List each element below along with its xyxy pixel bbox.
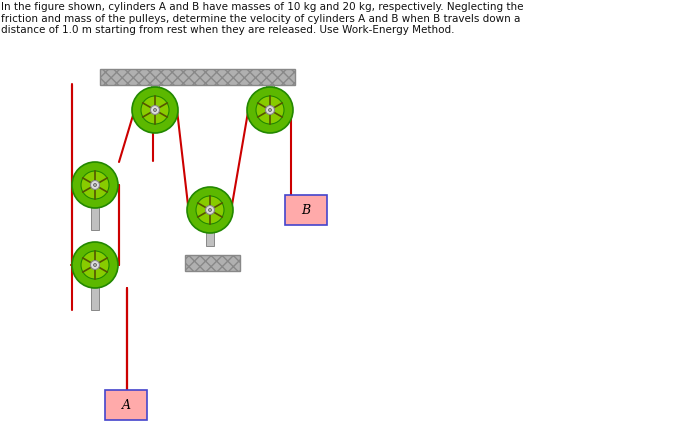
Circle shape	[247, 87, 293, 133]
Text: In the figure shown, cylinders A and B have masses of 10 kg and 20 kg, respectiv: In the figure shown, cylinders A and B h…	[1, 2, 524, 35]
Circle shape	[196, 196, 224, 224]
FancyBboxPatch shape	[206, 210, 214, 246]
Circle shape	[93, 183, 97, 187]
Circle shape	[72, 162, 118, 208]
FancyBboxPatch shape	[91, 185, 99, 230]
Circle shape	[208, 209, 212, 212]
Circle shape	[72, 242, 118, 288]
Circle shape	[81, 171, 109, 199]
Circle shape	[81, 251, 109, 279]
Circle shape	[93, 264, 97, 267]
Text: A: A	[121, 399, 131, 411]
Circle shape	[206, 205, 215, 215]
Circle shape	[91, 180, 99, 190]
FancyBboxPatch shape	[105, 390, 147, 420]
Circle shape	[91, 260, 99, 269]
Bar	[185, 255, 240, 271]
Circle shape	[268, 109, 272, 111]
Circle shape	[256, 96, 284, 124]
Circle shape	[141, 96, 169, 124]
Circle shape	[132, 87, 178, 133]
Bar	[100, 69, 295, 85]
FancyBboxPatch shape	[285, 195, 327, 225]
FancyBboxPatch shape	[266, 80, 274, 110]
Text: B: B	[302, 204, 311, 216]
Circle shape	[266, 106, 274, 114]
Circle shape	[151, 106, 159, 114]
Circle shape	[153, 109, 157, 111]
FancyBboxPatch shape	[91, 265, 99, 310]
FancyBboxPatch shape	[151, 80, 159, 110]
Circle shape	[187, 187, 233, 233]
